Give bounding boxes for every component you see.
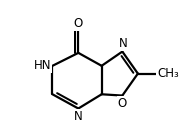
Text: N: N	[119, 37, 128, 50]
Text: HN: HN	[34, 59, 51, 72]
Text: N: N	[74, 110, 83, 123]
Text: O: O	[118, 97, 127, 110]
Text: O: O	[74, 17, 83, 30]
Text: CH₃: CH₃	[157, 67, 179, 80]
